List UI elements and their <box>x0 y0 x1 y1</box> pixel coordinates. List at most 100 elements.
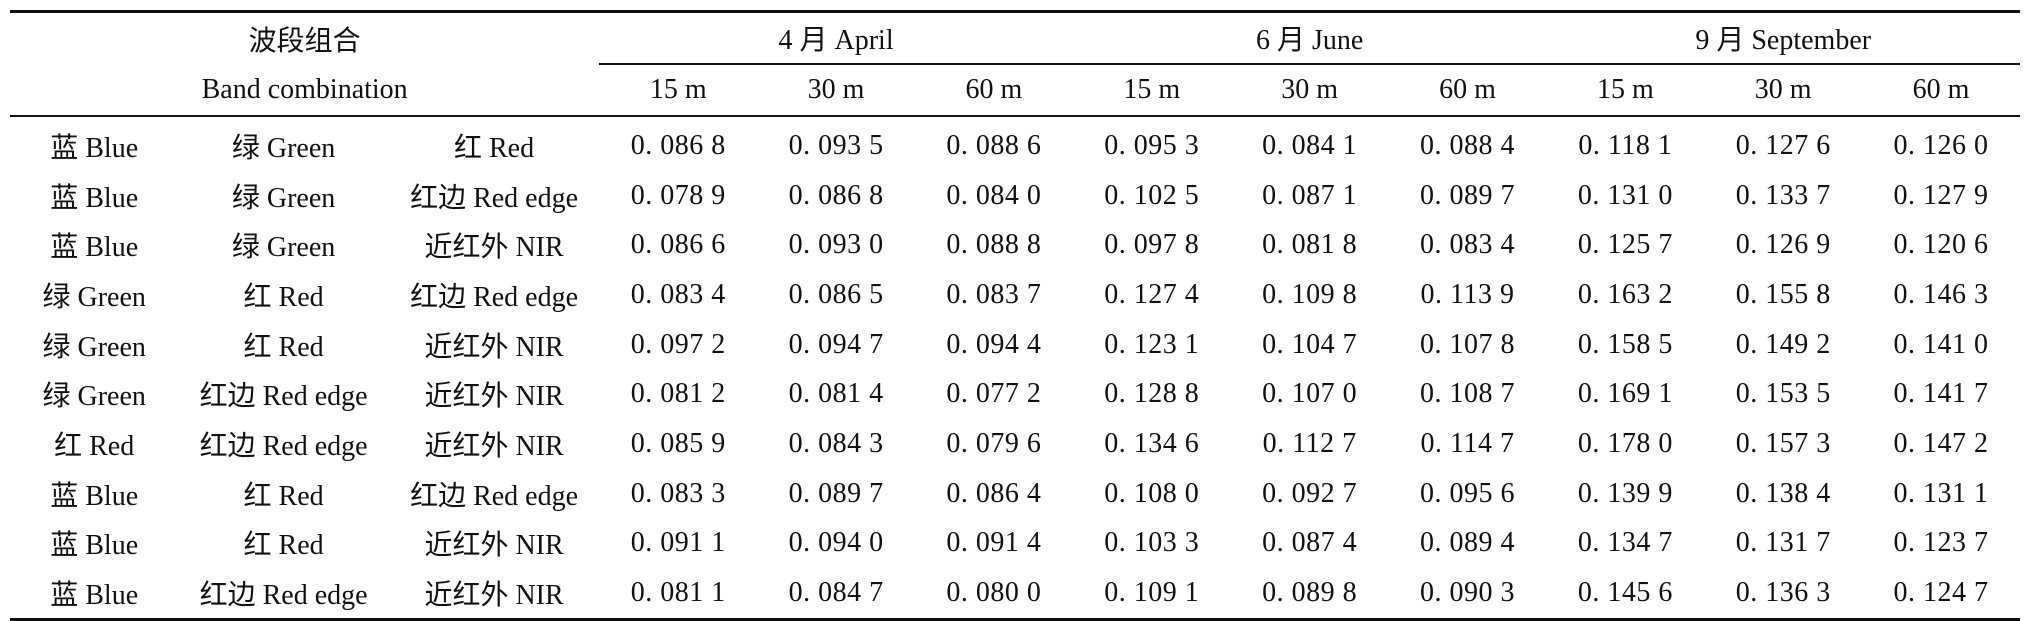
value-cell: 0. 158 5 <box>1577 328 1673 360</box>
value-cell: 0. 080 0 <box>946 577 1042 609</box>
value-cell: 0. 103 3 <box>1104 527 1200 559</box>
table-container: 波段组合 4 月 April 6 月 June 9 月 September Ba… <box>10 10 2020 621</box>
table-row: 绿 Green 红 Red 近红外 NIR 0. 097 2 0. 094 7 0. 09… <box>10 320 2020 370</box>
band-cell: 红边 Red edge <box>199 430 368 462</box>
value-cell: 0. 081 1 <box>630 577 726 609</box>
value-cell: 0. 088 6 <box>946 129 1042 161</box>
band-cell: 近红外 NIR <box>424 430 564 462</box>
value-cell: 0. 089 4 <box>1419 527 1515 559</box>
band-cell: 红边 Red edge <box>410 182 579 214</box>
value-cell: 0. 085 9 <box>630 427 726 459</box>
value-cell: 0. 097 2 <box>630 328 726 360</box>
value-cell: 0. 083 4 <box>1419 229 1515 261</box>
resolution-header: 60 m <box>1388 64 1547 117</box>
band-cell: 蓝 Blue <box>50 580 139 612</box>
band-cell: 红边 Red edge <box>199 580 368 612</box>
value-cell: 0. 087 4 <box>1262 527 1358 559</box>
value-cell: 0. 108 7 <box>1419 378 1515 410</box>
value-cell: 0. 131 0 <box>1577 179 1673 211</box>
value-cell: 0. 136 3 <box>1735 577 1831 609</box>
band-cell: 近红外 NIR <box>424 530 564 562</box>
band-cell: 绿 Green <box>42 331 146 363</box>
band-cell: 红边 Red edge <box>410 281 579 313</box>
value-cell: 0. 084 1 <box>1262 129 1358 161</box>
value-cell: 0. 141 0 <box>1893 328 1989 360</box>
band-cell: 绿 Green <box>231 132 336 164</box>
value-cell: 0. 086 8 <box>788 179 884 211</box>
value-cell: 0. 081 8 <box>1262 229 1358 261</box>
value-cell: 0. 133 7 <box>1735 179 1831 211</box>
table-row: 蓝 Blue 绿 Green 近红外 NIR 0. 086 6 0. 093 0 0. 0… <box>10 220 2020 270</box>
band-cell: 红 Red <box>54 430 135 462</box>
value-cell: 0. 131 7 <box>1735 527 1831 559</box>
value-cell: 0. 091 1 <box>630 527 726 559</box>
value-cell: 0. 120 6 <box>1893 229 1989 261</box>
value-cell: 0. 134 7 <box>1577 527 1673 559</box>
value-cell: 0. 149 2 <box>1735 328 1831 360</box>
value-cell: 0. 107 0 <box>1262 378 1358 410</box>
value-cell: 0. 083 4 <box>630 278 726 310</box>
value-cell: 0. 127 6 <box>1735 129 1831 161</box>
value-cell: 0. 141 7 <box>1893 378 1989 410</box>
table-row: 绿 Green 红边 Red edge 近红外 NIR 0. 081 2 0. 081 … <box>10 369 2020 419</box>
band-combination-en-header: Band combination <box>10 64 600 117</box>
band-cell: 近红外 NIR <box>424 232 564 264</box>
value-cell: 0. 112 7 <box>1262 427 1357 459</box>
value-cell: 0. 108 0 <box>1104 477 1200 509</box>
value-cell: 0. 087 1 <box>1262 179 1358 211</box>
table-row: 蓝 Blue 红边 Red edge 近红外 NIR 0. 081 1 0. 084 7… <box>10 568 2020 619</box>
value-cell: 0. 169 1 <box>1577 378 1673 410</box>
value-cell: 0. 125 7 <box>1577 229 1673 261</box>
value-cell: 0. 078 9 <box>630 179 726 211</box>
band-cell: 近红外 NIR <box>424 580 564 612</box>
table-row: 蓝 Blue 红 Red 近红外 NIR 0. 091 1 0. 094 0 0. 091… <box>10 519 2020 569</box>
band-cell: 红 Red <box>454 132 535 164</box>
table-row: 蓝 Blue 绿 Green 红边 Red edge 0. 078 9 0. 086 8… <box>10 171 2020 221</box>
month-header-june: 6 月 June <box>1072 11 1547 65</box>
month-header-september: 9 月 September <box>1546 11 2020 65</box>
band-cell: 红 Red <box>243 281 324 313</box>
band-cell: 蓝 Blue <box>50 232 139 264</box>
value-cell: 0. 097 8 <box>1104 229 1200 261</box>
band-cell: 蓝 Blue <box>50 530 139 562</box>
value-cell: 0. 126 0 <box>1893 129 1989 161</box>
value-cell: 0. 126 9 <box>1735 229 1831 261</box>
value-cell: 0. 093 5 <box>788 129 884 161</box>
value-cell: 0. 155 8 <box>1735 278 1831 310</box>
band-cell: 红边 Red edge <box>410 480 579 512</box>
value-cell: 0. 094 4 <box>946 328 1042 360</box>
resolution-header: 15 m <box>599 64 758 117</box>
value-cell: 0. 077 2 <box>946 378 1042 410</box>
value-cell: 0. 086 4 <box>946 477 1042 509</box>
value-cell: 0. 084 3 <box>788 427 884 459</box>
value-cell: 0. 128 8 <box>1104 378 1200 410</box>
resolution-header: 15 m <box>1546 64 1705 117</box>
value-cell: 0. 113 9 <box>1420 278 1515 310</box>
value-cell: 0. 083 7 <box>946 278 1042 310</box>
table-header: 波段组合 4 月 April 6 月 June 9 月 September Ba… <box>10 11 2020 117</box>
table-row: 蓝 Blue 绿 Green 红 Red 0. 086 8 0. 093 5 0. 088… <box>10 116 2020 171</box>
value-cell: 0. 081 2 <box>630 378 726 410</box>
value-cell: 0. 138 4 <box>1735 477 1831 509</box>
value-cell: 0. 088 4 <box>1419 129 1515 161</box>
value-cell: 0. 107 8 <box>1419 328 1515 360</box>
value-cell: 0. 163 2 <box>1577 278 1673 310</box>
value-cell: 0. 127 9 <box>1893 179 1989 211</box>
band-combination-cn-header: 波段组合 <box>248 25 361 57</box>
value-cell: 0. 139 9 <box>1577 477 1673 509</box>
value-cell: 0. 147 2 <box>1893 427 1989 459</box>
value-cell: 0. 095 6 <box>1419 477 1515 509</box>
value-cell: 0. 146 3 <box>1893 278 1989 310</box>
value-cell: 0. 092 7 <box>1262 477 1358 509</box>
value-cell: 0. 102 5 <box>1104 179 1200 211</box>
resolution-header: 15 m <box>1072 64 1231 117</box>
table-row: 红 Red 红边 Red edge 近红外 NIR 0. 085 9 0. 084 3 0… <box>10 419 2020 469</box>
value-cell: 0. 178 0 <box>1577 427 1673 459</box>
band-cell: 红 Red <box>243 331 324 363</box>
band-cell: 红 Red <box>243 480 324 512</box>
resolution-header: 30 m <box>1230 64 1389 117</box>
value-cell: 0. 109 1 <box>1104 577 1200 609</box>
value-cell: 0. 124 7 <box>1893 577 1989 609</box>
band-cell: 近红外 NIR <box>424 381 564 413</box>
value-cell: 0. 086 6 <box>630 229 726 261</box>
